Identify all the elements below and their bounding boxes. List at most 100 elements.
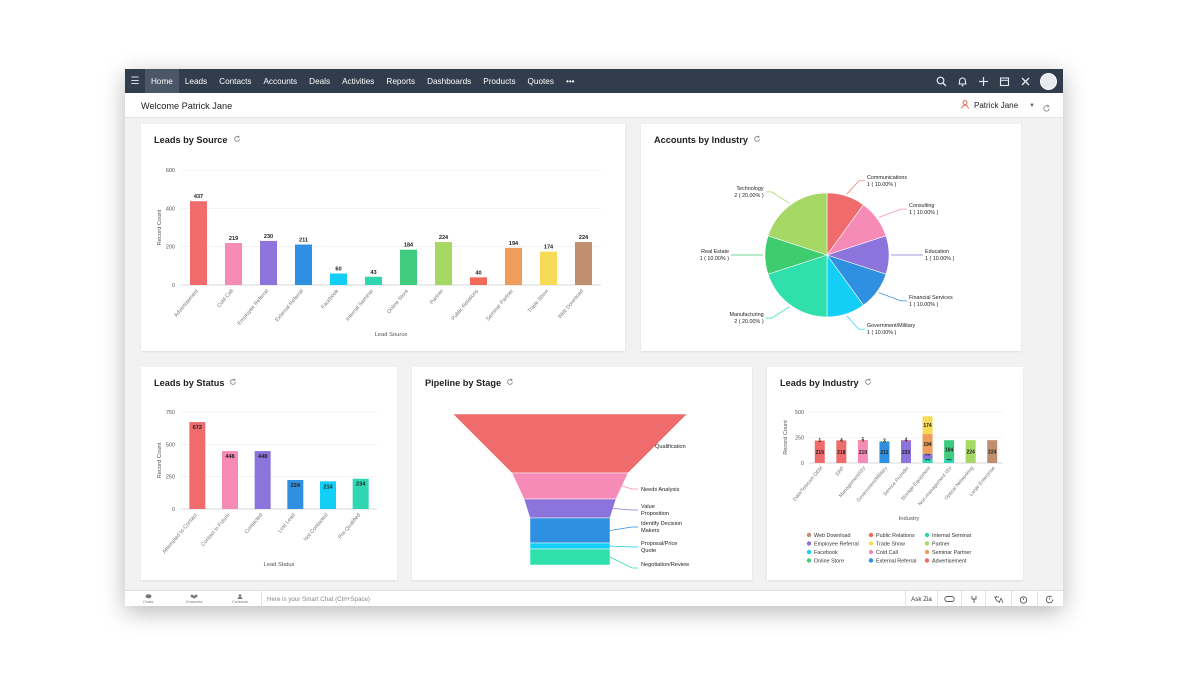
x-tick-label: Pre-Qualified: [337, 512, 362, 540]
channels-button[interactable]: Channels: [171, 591, 217, 607]
slice-value: 1 ( 10.00% ): [909, 210, 939, 216]
data-label: 224: [988, 450, 997, 456]
chats-label: Chats: [142, 598, 154, 604]
data-label: 672: [193, 425, 202, 431]
legend-label: External Referral: [876, 559, 916, 565]
nav-tab-dashboards[interactable]: Dashboards: [427, 76, 472, 86]
data-label: 234: [356, 482, 366, 488]
refresh-icon[interactable]: [229, 378, 237, 388]
smart-chat-input[interactable]: Here is your Smart Chat (Ctrl+Space): [261, 591, 901, 606]
y-tick-label: 0: [172, 283, 175, 289]
alarm-icon[interactable]: [1011, 591, 1035, 606]
data-label: 437: [194, 194, 203, 200]
contacts-button[interactable]: Contacts: [217, 591, 263, 607]
bar: [260, 240, 277, 285]
refresh-icon[interactable]: [506, 378, 514, 388]
legend-swatch: [868, 541, 874, 546]
refresh-icon[interactable]: [1042, 100, 1051, 118]
x-tick-label: Trade Show: [527, 288, 550, 314]
chat-icon: [145, 593, 151, 598]
data-label: 219: [816, 450, 825, 456]
slice-value: 1 ( 10.00% ): [867, 330, 897, 336]
data-label: 224: [291, 483, 301, 489]
bar: [190, 201, 207, 285]
bell-icon[interactable]: [956, 75, 968, 87]
bar-segment: [814, 440, 825, 442]
plugin-icon[interactable]: [961, 591, 985, 606]
refresh-icon[interactable]: [753, 135, 761, 145]
card-title: Pipeline by Stage: [425, 378, 502, 388]
legend-label: Partner: [932, 542, 950, 548]
data-label: 40: [925, 456, 931, 462]
funnel-stage: [529, 542, 611, 550]
data-label: 43: [370, 270, 376, 276]
nav-tab-activities[interactable]: Activities: [342, 76, 375, 86]
nav-tab-reports[interactable]: Reports: [386, 76, 416, 86]
slice-name: Consulting: [909, 203, 934, 209]
menu-icon[interactable]: ☰: [130, 75, 140, 87]
add-icon[interactable]: [977, 75, 989, 87]
x-tick-label: Web Download: [557, 288, 585, 320]
nav-tab-products[interactable]: Products: [483, 76, 516, 86]
y-axis-label: Record Count: [783, 420, 789, 455]
bar: [505, 247, 522, 285]
refresh-icon[interactable]: [864, 378, 872, 388]
pipeline-by-stage-card: Pipeline by Stage Qualification Needs Ana…: [412, 367, 752, 580]
data-label: 211: [299, 238, 308, 244]
y-tick-label: 200: [166, 245, 175, 251]
legend-swatch: [806, 558, 812, 563]
chats-button[interactable]: Chats: [125, 591, 171, 607]
tools-icon[interactable]: [1019, 75, 1031, 87]
y-tick-label: 500: [795, 410, 804, 416]
data-label: 174: [544, 245, 554, 251]
refresh-icon[interactable]: [233, 135, 241, 145]
x-tick-label: ERP: [835, 465, 847, 477]
history-icon[interactable]: [1037, 591, 1061, 606]
y-tick-label: 600: [166, 168, 175, 174]
bottom-bar: Chats Channels Contacts Here is your Sma…: [125, 590, 1063, 606]
x-tick-label: Data/Telecom OEM: [792, 465, 824, 502]
legend-swatch: [868, 532, 874, 538]
bar-segment: [944, 440, 955, 459]
leader-line: [609, 526, 638, 531]
x-tick-label: Contact in Future: [200, 512, 231, 548]
gamepad-icon[interactable]: [937, 591, 961, 606]
nav-tab-leads[interactable]: Leads: [184, 76, 208, 86]
data-label: 60: [335, 267, 341, 273]
user-selector[interactable]: Patrick Jane ▼: [961, 100, 1035, 111]
x-tick-label: Public Relations: [451, 288, 481, 322]
nav-tab-quotes[interactable]: Quotes: [527, 76, 554, 86]
x-tick-label: Internal Seminar: [345, 288, 375, 322]
leads-by-status-card: Leads by Status 0 250 500 750 672 Attempted t…: [141, 367, 397, 580]
search-icon[interactable]: [935, 75, 947, 87]
nav-tab-deals[interactable]: Deals: [309, 76, 331, 86]
funnel-stage: [523, 498, 617, 519]
card-title: Accounts by Industry: [654, 135, 748, 145]
data-label: 230: [264, 234, 273, 240]
legend-label: Cold Call: [876, 550, 898, 556]
funnel-stage: [452, 413, 688, 474]
y-tick-label: 250: [166, 475, 175, 481]
slice-value: 2 ( 20.00% ): [734, 193, 764, 199]
page-title: Welcome Patrick Jane: [141, 101, 233, 111]
bar: [254, 451, 271, 509]
slice-name: Real Estate: [701, 249, 729, 255]
card-title: Leads by Source: [154, 135, 228, 145]
nav-tab-home[interactable]: Home: [145, 69, 179, 93]
leads-by-industry-card: Leads by Industry 0 250 500 219 1 Data/Teleco…: [767, 367, 1023, 580]
nav-tab-accounts[interactable]: Accounts: [263, 76, 298, 86]
nav-more-button[interactable]: •••: [565, 76, 575, 86]
translate-icon[interactable]: [985, 591, 1009, 606]
contact-icon: [237, 593, 243, 599]
x-tick-label: Advertisement: [173, 288, 200, 319]
slice-name: Government/Military: [867, 323, 916, 329]
ask-zia-button[interactable]: Ask Zia: [905, 591, 937, 606]
avatar[interactable]: [1040, 72, 1057, 90]
bar-segment: [922, 458, 933, 463]
calendar-icon[interactable]: [998, 75, 1010, 87]
x-tick-label: Attempted to Contact: [162, 512, 199, 555]
data-label: 40: [946, 456, 952, 462]
nav-tab-contacts[interactable]: Contacts: [219, 76, 252, 86]
bar: [575, 242, 592, 285]
